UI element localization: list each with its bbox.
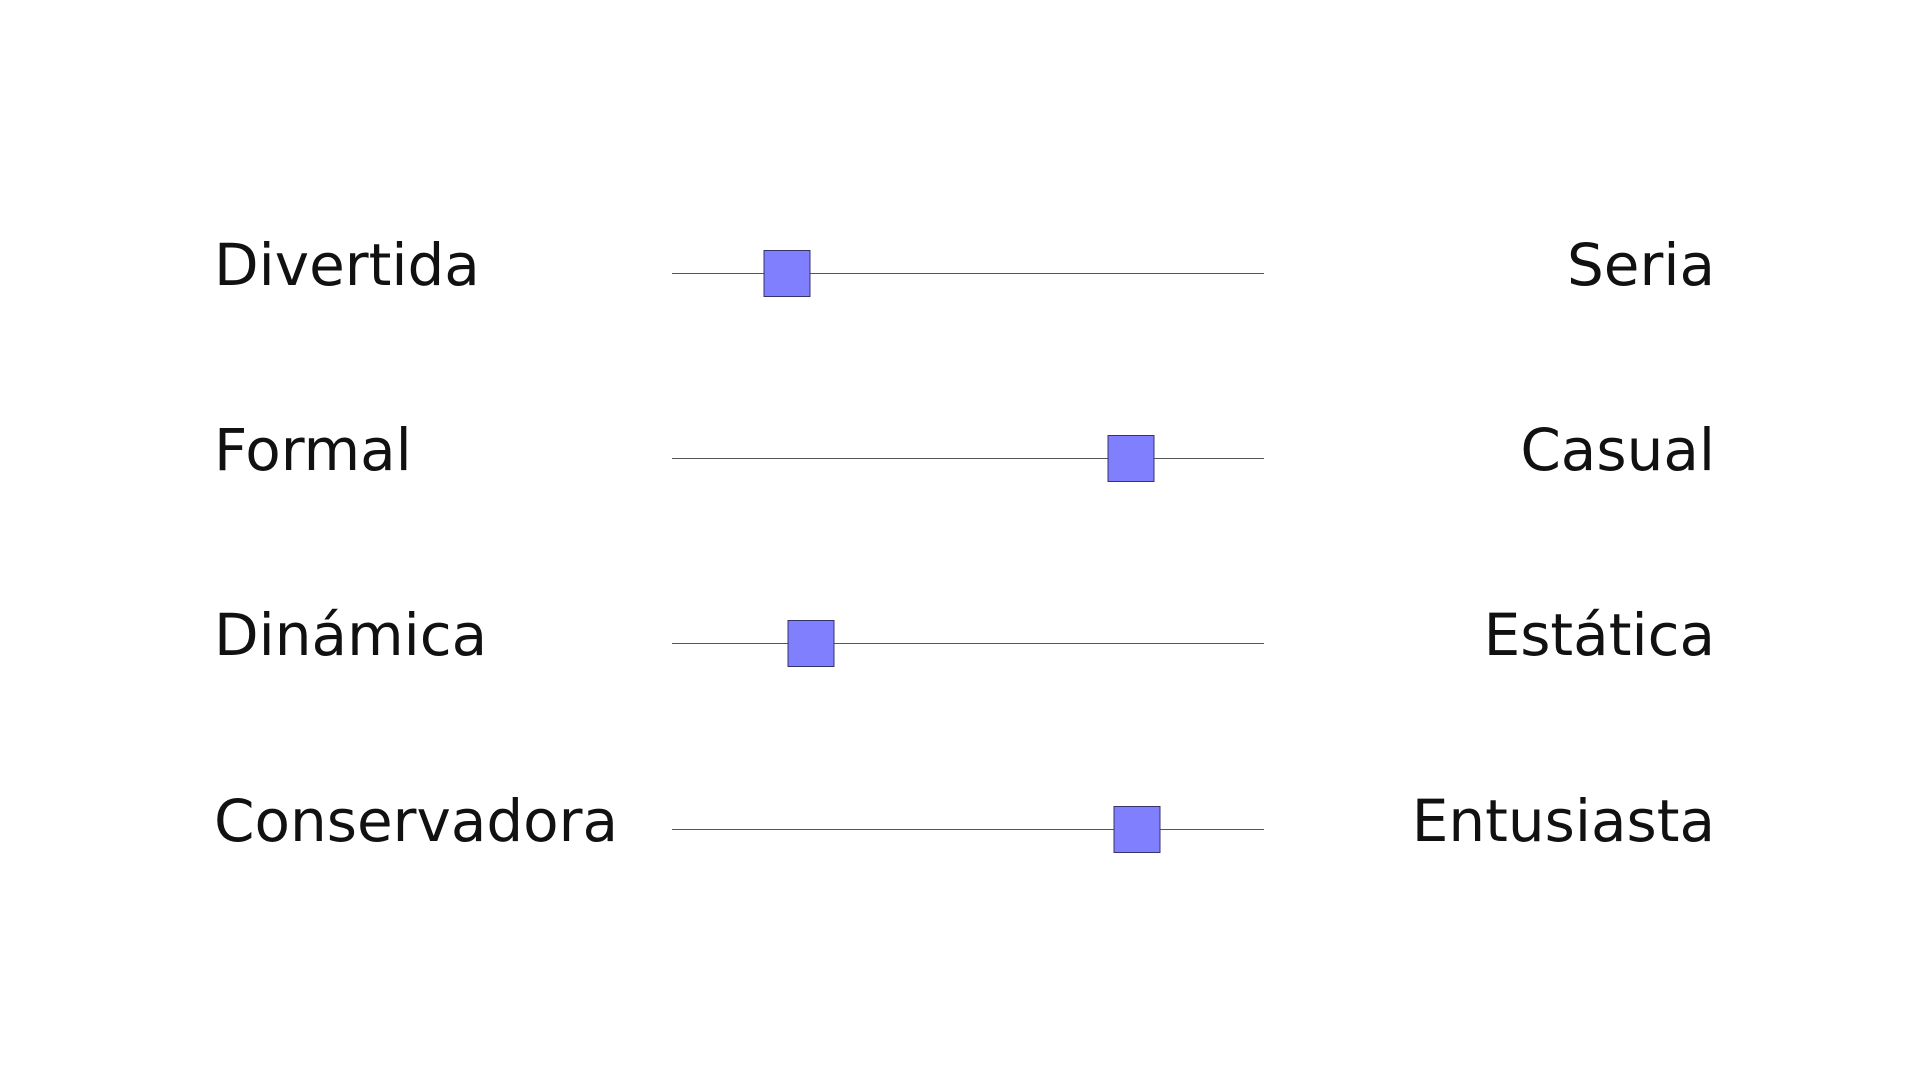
scale-row-2: Formal Casual [0, 400, 1920, 500]
slider-track[interactable] [672, 620, 1264, 667]
slider-track[interactable] [672, 250, 1264, 297]
scale-row-3: Dinámica Estática [0, 585, 1920, 685]
slider-thumb[interactable] [763, 250, 811, 297]
right-label: Estática [1483, 601, 1715, 669]
left-label: Dinámica [214, 601, 488, 669]
right-label: Entusiasta [1411, 787, 1715, 855]
left-label: Divertida [214, 231, 480, 299]
slider-track[interactable] [672, 435, 1264, 482]
slider-thumb[interactable] [1107, 435, 1155, 482]
slider-thumb[interactable] [1113, 806, 1161, 853]
right-label: Seria [1566, 231, 1715, 299]
slider-thumb[interactable] [787, 620, 835, 667]
scale-row-4: Conservadora Entusiasta [0, 771, 1920, 871]
left-label: Formal [214, 416, 412, 484]
scale-row-1: Divertida Seria [0, 215, 1920, 315]
right-label: Casual [1520, 416, 1715, 484]
left-label: Conservadora [214, 787, 619, 855]
slider-track[interactable] [672, 806, 1264, 853]
